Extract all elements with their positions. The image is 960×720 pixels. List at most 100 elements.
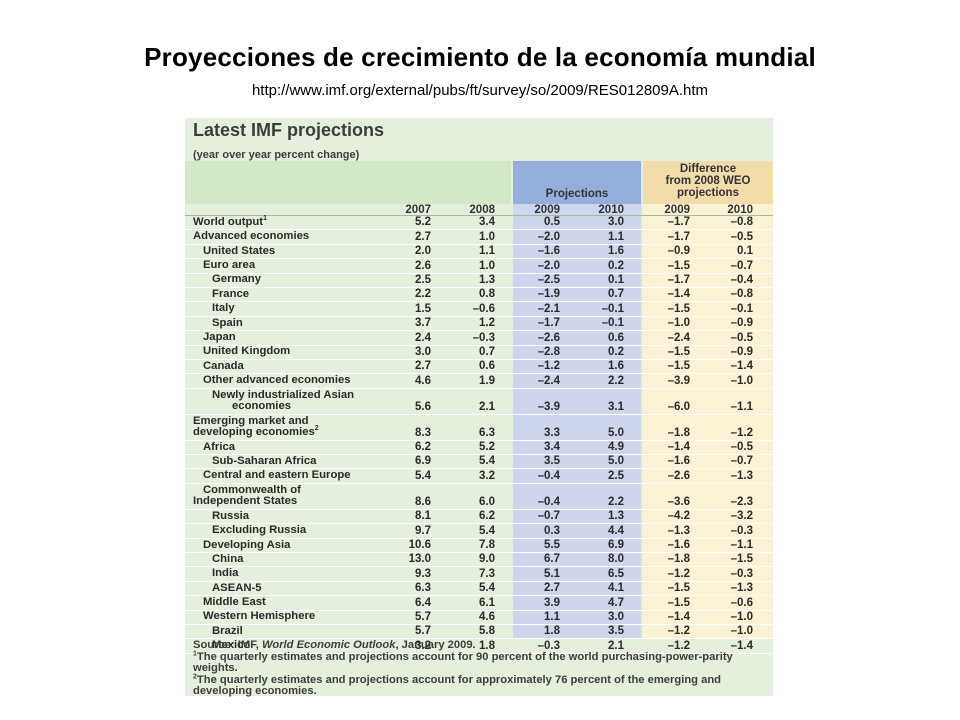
table-row: United States 2.0 1.1 –1.6 1.6 –0.9 0.1 (185, 245, 773, 260)
row-value: –1.4 (667, 288, 690, 301)
row-label-line: Newly industrialized Asian (212, 388, 355, 401)
row-value: 8.6 (415, 495, 431, 508)
difference-header: Difference from 2008 WEO projections (643, 163, 773, 199)
difference-header-band (643, 161, 773, 204)
row-value: –1.9 (537, 288, 560, 301)
row-value: 6.9 (415, 455, 431, 468)
row-value: 5.5 (544, 539, 560, 552)
table-row: Africa 6.2 5.2 3.4 4.9 –1.4 –0.5 (185, 441, 773, 456)
table-row: World output1 5.2 3.4 0.5 3.0 –1.7 –0.8 (185, 215, 773, 231)
row-value: –1.1 (730, 539, 753, 552)
row-value: –1.0 (730, 610, 753, 623)
row-value: –0.1 (730, 302, 753, 315)
year-header: 2009 (664, 204, 690, 216)
row-value: 0.5 (544, 216, 560, 229)
row-label-line: United Kingdom (203, 345, 291, 358)
row-label: India (212, 568, 238, 580)
row-label-text: developing economies (193, 426, 315, 439)
row-value: 2.5 (608, 469, 624, 482)
row-value: –1.5 (667, 302, 690, 315)
row-label: Russia (212, 510, 249, 523)
row-value: 5.4 (479, 455, 495, 468)
row-value: –1.1 (730, 400, 753, 413)
row-value: –1.7 (667, 230, 690, 243)
row-label-line: Independent States (193, 496, 301, 508)
source-suffix: , January 2009. (395, 639, 476, 651)
year-header-row: 2007 2008 2009 2010 2009 2010 (185, 204, 773, 216)
row-label-text: Independent States (193, 495, 298, 508)
row-value: –0.4 (730, 273, 753, 286)
row-value: 1.0 (479, 230, 495, 243)
row-value: –0.5 (730, 230, 753, 243)
row-label-text: economies (232, 400, 292, 413)
row-value: 2.7 (415, 230, 431, 243)
row-label: Mexico (212, 640, 250, 652)
row-label: Advanced economies (193, 231, 309, 243)
year-header: 2007 (405, 204, 431, 216)
row-value: 6.9 (608, 539, 624, 552)
row-label-line: Excluding Russia (212, 524, 307, 537)
row-value: 2.5 (415, 273, 431, 286)
row-label-line: Spain (212, 316, 243, 329)
row-label-line: Germany (212, 273, 261, 286)
row-value: 3.3 (544, 426, 560, 439)
row-value: 3.0 (415, 345, 431, 358)
row-label-line: Developing Asia (203, 538, 291, 551)
row-value: 4.9 (608, 441, 624, 454)
row-value: 5.2 (415, 216, 431, 229)
row-value: –1.0 (730, 625, 753, 638)
year-header: 2010 (598, 204, 624, 216)
row-label-line: Sub-Saharan Africa (212, 454, 317, 467)
row-value: 1.1 (479, 245, 495, 258)
row-value: 4.6 (479, 610, 495, 623)
row-value: 1.3 (608, 510, 624, 523)
row-label: Newly industrialized Asian economies (212, 388, 355, 413)
table-row: Canada 2.7 0.6 –1.2 1.6 –1.5 –1.4 (185, 360, 773, 375)
row-label: Japan (203, 332, 236, 344)
row-value: –0.7 (730, 455, 753, 468)
row-value: 5.1 (544, 567, 560, 580)
source-title: World Economic Outlook (262, 639, 396, 651)
row-label: Emerging market and developing economies2 (193, 415, 319, 439)
row-value: 5.6 (415, 400, 431, 413)
row-value: –0.5 (730, 331, 753, 344)
row-value: 0.1 (737, 245, 753, 258)
row-value: 3.2 (479, 469, 495, 482)
row-value: –1.4 (667, 441, 690, 454)
row-value: 3.2 (415, 639, 431, 652)
table-row: Middle East 6.4 6.1 3.9 4.7 –1.5 –0.6 (185, 596, 773, 611)
row-value: 4.6 (415, 374, 431, 387)
row-label-line: Western Hemisphere (203, 610, 316, 623)
row-label-line: China (212, 552, 244, 565)
table-row: Developing Asia 10.6 7.8 5.5 6.9 –1.6 –1.1 (185, 538, 773, 554)
row-value: –0.7 (537, 510, 560, 523)
row-label: France (212, 288, 249, 301)
row-label: Other advanced economies (203, 375, 351, 387)
row-value: 8.3 (415, 426, 431, 439)
table-row: Western Hemisphere 5.7 4.6 1.1 3.0 –1.4 –1.0 (185, 611, 773, 625)
row-label-line: Middle East (203, 596, 266, 609)
row-label: Brazil (212, 625, 243, 638)
row-label-line: Commonwealth of (203, 483, 301, 496)
table-row: Spain 3.7 1.2 –1.7 –0.1 –1.0 –0.9 (185, 316, 773, 332)
row-value: –3.9 (667, 374, 690, 387)
row-value: –1.4 (730, 360, 753, 373)
row-value: 2.7 (415, 360, 431, 373)
row-value: –1.4 (730, 639, 753, 652)
row-value: –1.3 (730, 582, 753, 595)
table-title: Latest IMF projections (193, 120, 385, 140)
row-value: –0.9 (730, 345, 753, 358)
row-value: 3.4 (479, 216, 495, 229)
row-value: 5.2 (479, 441, 495, 454)
row-value: –1.2 (667, 639, 690, 652)
row-value: 6.1 (479, 596, 495, 609)
row-value: –0.9 (667, 245, 690, 258)
footnote-2: 2The quarterly estimates and projections… (193, 673, 768, 698)
table-body: World output1 5.2 3.4 0.5 3.0 –1.7 –0.8 Advance… (185, 215, 773, 654)
row-value: –0.3 (472, 331, 495, 344)
row-value: –0.8 (730, 288, 753, 301)
projections-table-panel: Latest IMF projections (year over year p… (185, 118, 773, 698)
row-value: 6.5 (608, 567, 624, 580)
footnote-mark: 1 (193, 649, 197, 657)
table-row: Commonwealth of Independent States 8.6 6.0 –… (185, 484, 773, 510)
